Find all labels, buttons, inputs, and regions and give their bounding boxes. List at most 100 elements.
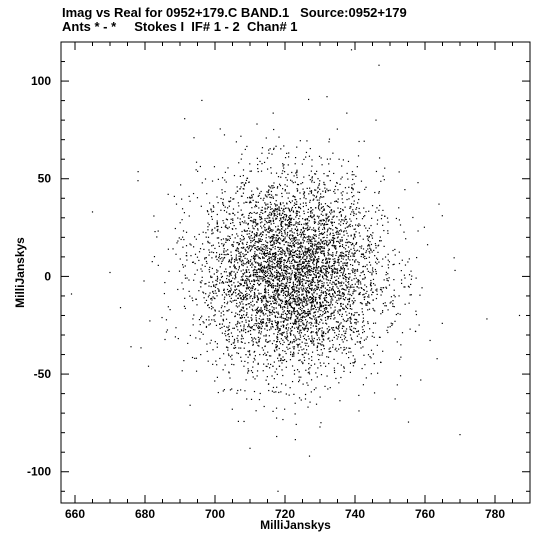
- data-point: [240, 298, 242, 300]
- data-point: [269, 311, 271, 313]
- data-point: [290, 209, 293, 211]
- data-point: [361, 278, 364, 280]
- data-point: [337, 231, 339, 233]
- data-point: [362, 271, 364, 273]
- data-point: [298, 263, 300, 265]
- data-point: [241, 263, 243, 265]
- data-point: [251, 318, 253, 320]
- data-point: [275, 238, 277, 240]
- data-point: [259, 238, 262, 240]
- data-point: [343, 275, 346, 277]
- data-point: [333, 318, 335, 320]
- data-point: [342, 295, 344, 298]
- data-point: [324, 365, 327, 367]
- data-point: [343, 269, 346, 271]
- data-point: [278, 360, 280, 362]
- data-point: [259, 249, 261, 251]
- data-point: [274, 299, 276, 301]
- data-point: [330, 213, 332, 215]
- data-point: [286, 248, 288, 250]
- data-point: [367, 321, 369, 323]
- data-point: [353, 247, 355, 249]
- data-point: [308, 280, 310, 283]
- data-point: [309, 288, 312, 290]
- chart-title: Imag vs Real for 0952+179.C BAND.1 Sourc…: [62, 5, 407, 20]
- data-point: [296, 313, 299, 315]
- data-point: [270, 271, 272, 274]
- data-point: [441, 322, 443, 324]
- data-point: [250, 398, 253, 400]
- data-point: [310, 327, 312, 329]
- data-point: [325, 272, 327, 274]
- data-point: [283, 167, 285, 169]
- data-point: [324, 317, 327, 319]
- data-point: [239, 294, 242, 297]
- data-point: [256, 241, 258, 243]
- data-point: [342, 266, 344, 268]
- data-point: [367, 354, 370, 356]
- data-point: [257, 222, 259, 225]
- data-point: [283, 239, 285, 241]
- data-point: [269, 217, 271, 219]
- data-point: [242, 255, 245, 258]
- data-point: [270, 230, 272, 232]
- data-point: [331, 297, 333, 299]
- data-point: [323, 209, 326, 211]
- data-point: [266, 324, 268, 326]
- data-point: [221, 332, 224, 334]
- data-point: [317, 228, 320, 230]
- data-point: [325, 308, 327, 310]
- data-point: [300, 316, 302, 318]
- data-point: [307, 384, 309, 386]
- data-point: [227, 310, 229, 312]
- data-point: [367, 301, 369, 303]
- data-point: [269, 248, 271, 250]
- data-point: [313, 292, 315, 294]
- data-point: [289, 333, 292, 335]
- data-point: [193, 314, 195, 316]
- data-point: [276, 264, 279, 266]
- data-point: [292, 265, 294, 267]
- data-point: [247, 246, 249, 248]
- data-point: [267, 231, 269, 233]
- data-point: [283, 291, 285, 293]
- data-point: [262, 321, 264, 324]
- data-point: [327, 356, 330, 358]
- data-point: [235, 256, 237, 258]
- data-point: [257, 322, 259, 324]
- data-point: [242, 273, 244, 275]
- data-point: [347, 318, 349, 320]
- data-point: [316, 302, 318, 304]
- data-point: [280, 325, 282, 327]
- data-point: [266, 306, 268, 308]
- data-point: [287, 252, 289, 254]
- data-point: [304, 272, 306, 275]
- data-point: [337, 328, 339, 330]
- data-point: [340, 230, 343, 232]
- data-point: [276, 323, 279, 325]
- data-point: [357, 224, 359, 226]
- data-point: [293, 237, 295, 240]
- data-point: [359, 274, 361, 277]
- data-point: [340, 364, 342, 366]
- data-point: [223, 250, 225, 252]
- data-point: [336, 294, 338, 296]
- data-point: [279, 354, 281, 356]
- data-point: [352, 255, 354, 257]
- data-point: [223, 209, 226, 212]
- data-point: [254, 378, 256, 380]
- data-point: [278, 313, 280, 315]
- data-point: [244, 254, 246, 256]
- data-point: [275, 204, 277, 206]
- data-point: [303, 328, 305, 330]
- data-point: [237, 285, 239, 287]
- data-point: [281, 289, 283, 292]
- data-point: [233, 174, 236, 177]
- data-point: [312, 270, 315, 273]
- data-point: [302, 323, 304, 325]
- data-point: [300, 223, 303, 226]
- data-point: [262, 257, 264, 259]
- data-point: [281, 282, 283, 284]
- data-point: [281, 256, 284, 259]
- data-point: [279, 284, 281, 286]
